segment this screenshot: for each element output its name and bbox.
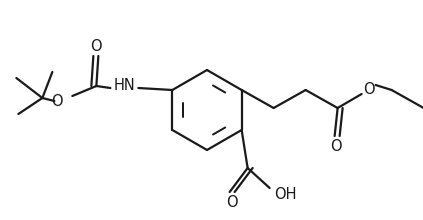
Text: O: O <box>226 194 237 209</box>
Text: HN: HN <box>113 77 135 92</box>
Text: OH: OH <box>275 187 297 202</box>
Text: O: O <box>51 94 62 108</box>
Text: O: O <box>363 81 374 97</box>
Text: O: O <box>91 38 102 53</box>
Text: O: O <box>330 139 341 154</box>
